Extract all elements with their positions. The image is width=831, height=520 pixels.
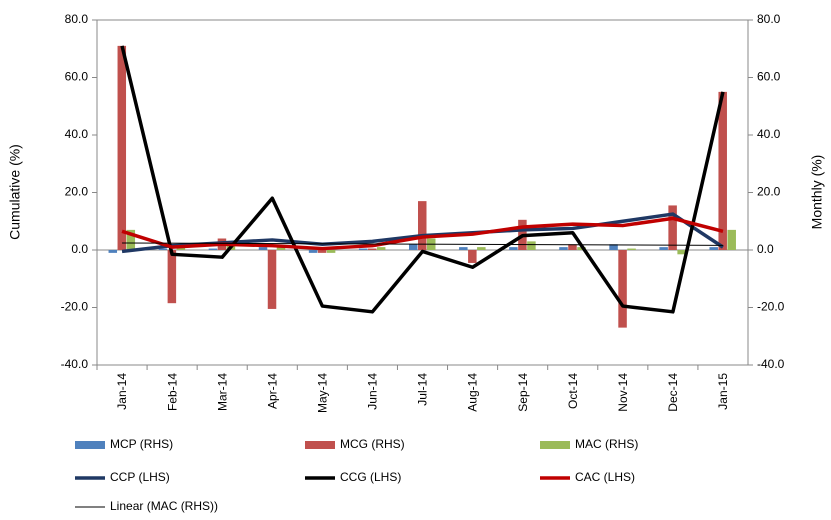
bar <box>117 45 127 250</box>
legend-label: MCG (RHS) <box>340 437 405 451</box>
bar <box>326 250 336 253</box>
bar <box>527 241 536 250</box>
x-tick-label: Mar-14 <box>215 373 229 411</box>
y-tick-label: 40.0 <box>65 127 89 141</box>
x-tick-label: Sep-14 <box>516 373 530 412</box>
x-tick-label: Dec-14 <box>666 373 680 412</box>
bar <box>459 247 468 250</box>
bar <box>108 250 118 253</box>
y2-tick-label: 0.0 <box>757 242 774 256</box>
bar <box>668 205 677 250</box>
legend-label: CAC (LHS) <box>575 470 635 484</box>
legend-label: Linear (MAC (RHS)) <box>110 499 218 513</box>
x-tick-label: Nov-14 <box>616 373 630 412</box>
y2-tick-label: 60.0 <box>757 70 781 84</box>
bar <box>468 250 477 263</box>
bar <box>158 248 168 250</box>
bar <box>376 247 386 250</box>
x-tick-label: Jan-15 <box>716 373 730 410</box>
bar <box>659 247 668 250</box>
bar <box>126 229 136 250</box>
y2-tick-label: 40.0 <box>757 127 781 141</box>
y-axis-title: Cumulative (%) <box>7 144 23 240</box>
bar <box>267 250 277 309</box>
bar <box>167 250 177 304</box>
y-tick-label: -40.0 <box>61 357 89 371</box>
bar <box>176 247 186 250</box>
bar <box>627 248 636 250</box>
line <box>121 216 724 251</box>
bar <box>308 250 318 253</box>
bar <box>559 247 568 250</box>
y-tick-label: 80.0 <box>65 12 89 26</box>
x-tick-label: Feb-14 <box>165 373 179 411</box>
y2-tick-label: -20.0 <box>757 300 785 314</box>
line <box>120 45 725 314</box>
y-tick-label: 0.0 <box>71 242 88 256</box>
legend-label: MAC (RHS) <box>575 437 638 451</box>
bar <box>317 250 327 253</box>
y2-axis-title: Monthly (%) <box>809 155 825 230</box>
x-tick-label: Jun-14 <box>366 373 380 410</box>
y2-tick-label: 20.0 <box>757 185 781 199</box>
x-tick-label: Apr-14 <box>265 373 279 409</box>
y-tick-label: -20.0 <box>61 300 89 314</box>
bar <box>709 247 718 250</box>
legend-swatch <box>305 441 335 449</box>
bar <box>609 244 618 250</box>
bar <box>409 244 418 250</box>
bar <box>618 250 627 328</box>
bar <box>509 247 518 250</box>
bar <box>358 248 368 250</box>
legend-label: CCP (LHS) <box>110 470 170 484</box>
bar <box>477 247 486 250</box>
bar <box>276 247 286 250</box>
y-tick-label: 60.0 <box>65 70 89 84</box>
legend-label: CCG (LHS) <box>340 470 401 484</box>
legend-swatch <box>540 441 570 449</box>
bar <box>208 248 218 250</box>
bar <box>367 248 377 250</box>
x-tick-label: Jul-14 <box>416 373 430 406</box>
trend-line <box>122 242 723 246</box>
legend-label: MCP (RHS) <box>110 437 173 451</box>
bar <box>418 201 427 250</box>
bar <box>718 91 727 250</box>
bar <box>568 244 577 250</box>
y-tick-label: 20.0 <box>65 185 89 199</box>
bar <box>727 229 736 250</box>
y2-tick-label: 80.0 <box>757 12 781 26</box>
legend-swatch <box>75 441 105 449</box>
bar <box>258 247 268 250</box>
x-tick-label: Jan-14 <box>115 373 129 410</box>
x-tick-label: Aug-14 <box>466 373 480 412</box>
bar <box>677 250 686 255</box>
x-tick-label: May-14 <box>316 373 330 413</box>
plot-frame <box>96 19 749 366</box>
y2-tick-label: -40.0 <box>757 357 785 371</box>
x-tick-label: Oct-14 <box>566 373 580 409</box>
